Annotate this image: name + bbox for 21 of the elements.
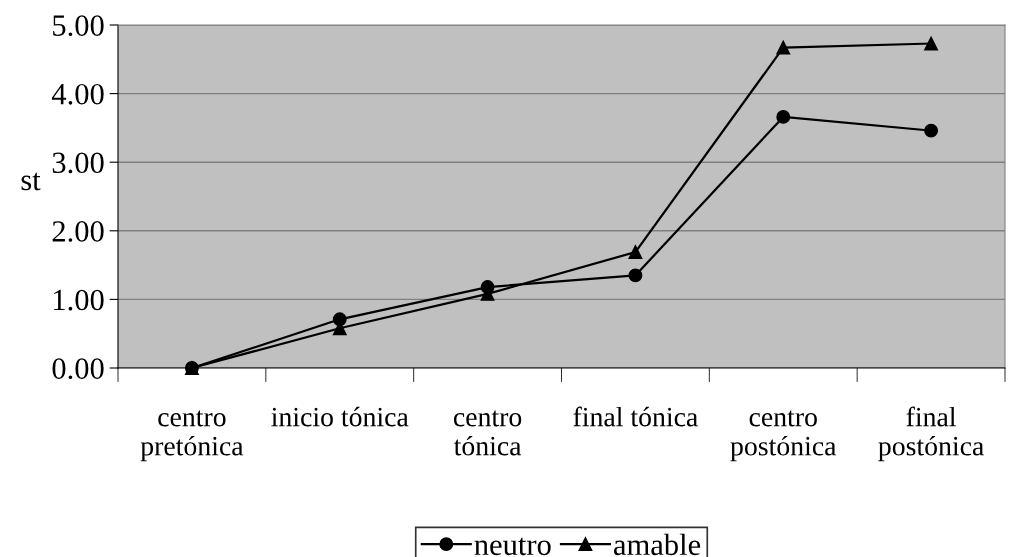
y-tick-label: 5.00 [53,15,104,37]
point [924,36,939,51]
x-tick-label: final postónica [878,406,984,462]
y-axis-title: st [21,172,41,191]
point [776,109,791,124]
point [924,123,939,138]
x-tick-label: centro postónica [730,410,837,462]
y-tick-label: 2.00 [52,221,104,242]
point [628,268,643,283]
y-tick-label: 3.00 [52,152,104,174]
x-tick-label: centro tónica [453,410,522,456]
point [776,40,791,55]
x-tick-label: centro pretónica [140,410,244,462]
point [628,245,643,260]
legend-label: amable [614,533,701,556]
x-tick-label: final tónica [573,406,698,427]
x-tick-label: inicio tónica [271,406,409,427]
legend-label: neutro [474,537,551,556]
y-tick-label: 0.00 [52,358,104,380]
y-tick-label: 4.00 [51,83,104,105]
y-tick-label: 1.00 [54,289,104,311]
